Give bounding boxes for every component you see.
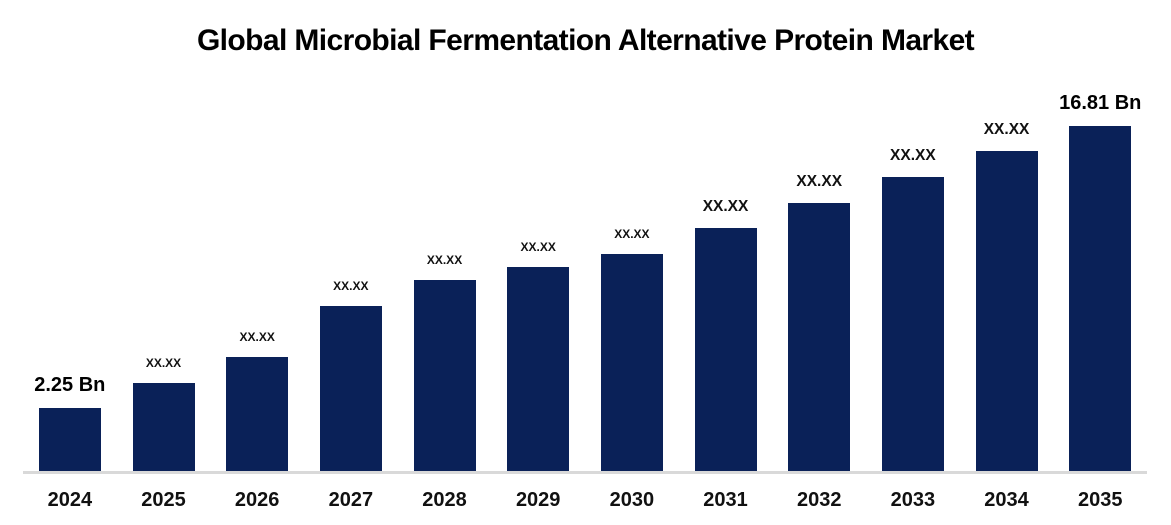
bar-value-label-2030: XX.XX	[614, 227, 650, 241]
bar-group-2027: XX.XX	[304, 0, 398, 472]
x-tick-2028: 2028	[422, 489, 467, 511]
x-tick-2027: 2027	[328, 489, 374, 511]
x-axis-tick-labels: 2024 2025 2026 2027 2028 2029 2030 2031 …	[23, 489, 1147, 512]
bar-group-2025: XX.XX	[117, 0, 211, 472]
chart-title: Global Microbial Fermentation Alternativ…	[196, 24, 975, 57]
bar-value-label-2031: XX.XX	[702, 198, 749, 215]
bar-group-2035: 16.81 Bn	[1053, 0, 1147, 472]
bar-value-label-2029: XX.XX	[520, 240, 556, 254]
x-tick-2031: 2031	[703, 489, 748, 511]
bar-group-2029: XX.XX	[491, 0, 585, 472]
x-tick-2025: 2025	[141, 489, 186, 511]
x-tick-2033: 2033	[890, 489, 936, 511]
x-axis-baseline	[23, 471, 1147, 474]
bar-2032	[788, 203, 851, 472]
bar-group-2034: XX.XX	[960, 0, 1054, 472]
bar-2034	[975, 151, 1038, 472]
bar-group-2033: XX.XX	[866, 0, 960, 472]
bar-2028	[413, 280, 476, 472]
bar-2030	[600, 254, 663, 472]
plot-area: 2.25 Bn XX.XX XX.XX XX.XX XX.XX XX.XX XX…	[23, 0, 1147, 472]
x-tick-2034: 2034	[984, 489, 1029, 511]
x-tick-2024: 2024	[47, 489, 93, 511]
bar-value-label-2026: XX.XX	[239, 330, 275, 344]
bar-value-label-2033: XX.XX	[890, 147, 936, 164]
bar-2029	[507, 267, 570, 472]
bar-2031	[694, 228, 757, 472]
bar-group-2028: XX.XX	[398, 0, 492, 472]
bar-2024	[38, 408, 101, 472]
bar-2033	[881, 177, 944, 472]
bar-group-2031: XX.XX	[679, 0, 773, 472]
bar-2035	[1069, 126, 1132, 472]
bar-value-label-2024: 2.25 Bn	[34, 374, 106, 396]
bar-value-label-2027: XX.XX	[333, 279, 369, 293]
x-tick-2035: 2035	[1077, 489, 1123, 511]
bar-value-label-2035: 16.81 Bn	[1059, 92, 1142, 114]
bar-value-label-2028: XX.XX	[426, 253, 463, 267]
bar-2027	[319, 306, 382, 472]
bar-2026	[226, 357, 289, 472]
x-tick-2026: 2026	[234, 489, 280, 511]
bar-group-2030: XX.XX	[585, 0, 679, 472]
bar-group-2026: XX.XX	[210, 0, 304, 472]
x-tick-2032: 2032	[796, 489, 842, 511]
bar-value-label-2032: XX.XX	[796, 173, 843, 190]
bar-2025	[132, 383, 195, 472]
bar-group-2032: XX.XX	[772, 0, 866, 472]
x-tick-2030: 2030	[609, 489, 655, 511]
x-tick-2029: 2029	[515, 489, 561, 511]
bar-value-label-2034: XX.XX	[983, 121, 1030, 138]
bar-group-2024: 2.25 Bn	[23, 0, 117, 472]
bar-value-label-2025: XX.XX	[145, 356, 182, 370]
